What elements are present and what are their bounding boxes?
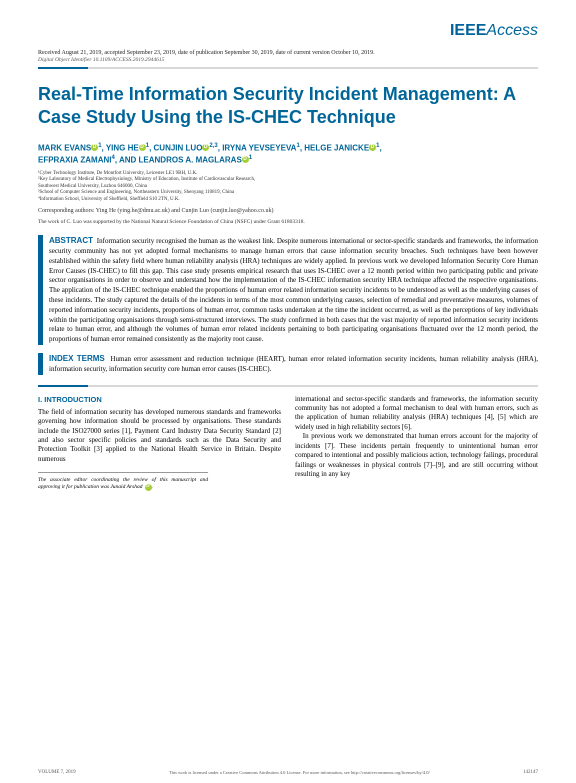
affiliations: ¹Cyber Technology Institute, De Montfort…	[38, 171, 538, 204]
abstract-label: ABSTRACT	[49, 236, 93, 245]
abstract-section: ABSTRACT Information security recognised…	[38, 235, 538, 345]
column-right: international and sector-specific standa…	[295, 395, 538, 492]
paper-title: Real-Time Information Security Incident …	[38, 83, 538, 128]
index-label: INDEX TERMS	[49, 354, 105, 363]
footer-volume: VOLUME 7, 2019	[38, 770, 76, 775]
index-terms-section: INDEX TERMS Human error assessment and r…	[38, 353, 538, 375]
top-divider	[38, 67, 538, 69]
doi-line: Digital Object Identifier 10.1109/ACCESS…	[38, 57, 538, 63]
authors: MARK EVANS1, YING HE1, CUNJIN LUO2,3, IR…	[38, 142, 538, 166]
orcid-icon	[91, 144, 98, 151]
column-left: I. INTRODUCTION The field of information…	[38, 395, 281, 492]
logo-ieee: IEEE	[450, 22, 486, 39]
orcid-icon	[145, 484, 152, 491]
orcid-icon	[139, 144, 146, 151]
abstract-text: ABSTRACT Information security recognised…	[49, 235, 538, 345]
funding: The work of C. Luo was supported by the …	[38, 219, 538, 225]
column-left-text: The field of information security has de…	[38, 408, 281, 465]
body-columns: I. INTRODUCTION The field of information…	[38, 395, 538, 492]
associate-editor-footnote: The associate editor coordinating the re…	[38, 472, 208, 491]
orcid-icon	[369, 144, 376, 151]
orcid-icon	[202, 144, 209, 151]
footer-license: This work is licensed under a Creative C…	[169, 770, 430, 775]
column-right-text: international and sector-specific standa…	[295, 395, 538, 480]
header: IEEEAccess Received August 21, 2019, acc…	[0, 0, 576, 63]
page-footer: VOLUME 7, 2019 This work is licensed und…	[0, 770, 576, 775]
abstract-body: Information security recognised the huma…	[49, 237, 538, 343]
mid-divider	[38, 385, 538, 387]
index-terms-text: INDEX TERMS Human error assessment and r…	[49, 353, 538, 375]
received-line: Received August 21, 2019, accepted Septe…	[38, 50, 538, 56]
footer-pagenum: 142147	[523, 770, 538, 775]
introduction-heading: I. INTRODUCTION	[38, 395, 281, 405]
index-body: Human error assessment and reduction tec…	[49, 355, 538, 373]
ieee-access-logo: IEEEAccess	[38, 22, 538, 40]
orcid-icon	[242, 156, 249, 163]
content: Real-Time Information Security Incident …	[0, 69, 576, 492]
logo-access: Access	[486, 22, 538, 39]
corresponding-authors: Corresponding authors: Ying He (ying.he@…	[38, 208, 538, 214]
